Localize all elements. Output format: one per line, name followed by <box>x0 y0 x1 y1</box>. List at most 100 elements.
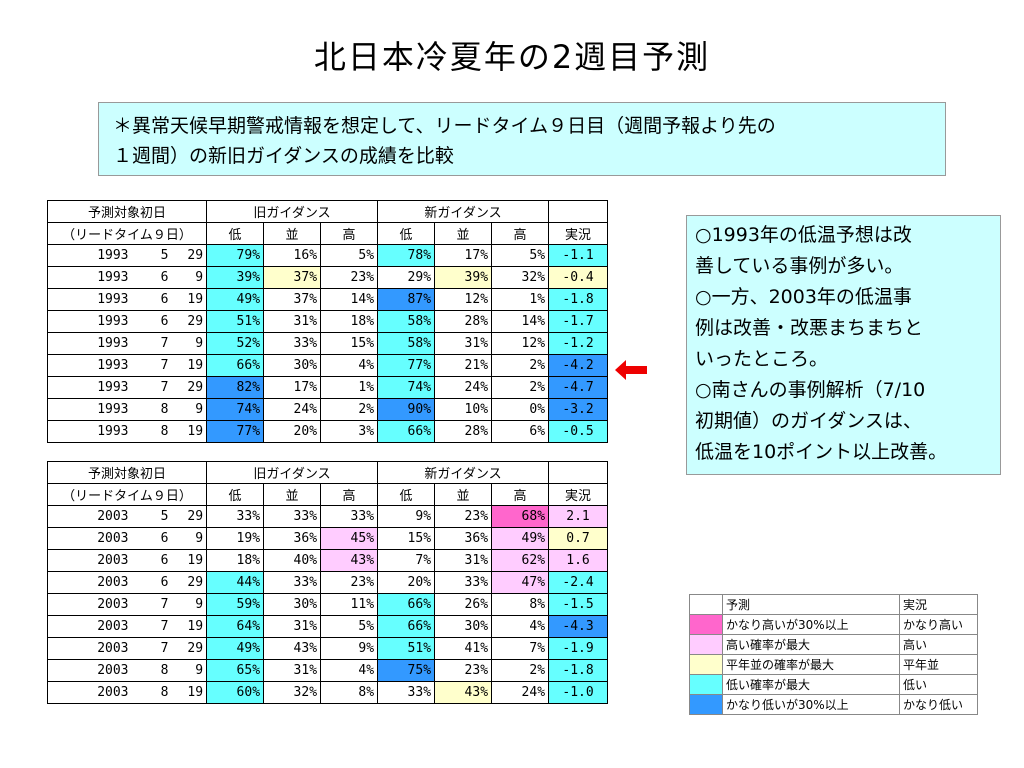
old-low-cell: 33% <box>206 505 265 528</box>
header-blank <box>548 200 609 223</box>
header-old-guidance: 旧ガイダンス <box>206 461 379 484</box>
day-cell: 29 <box>171 376 208 399</box>
header-target-date: 予測対象初日 <box>46 461 208 484</box>
new-high-cell: 2% <box>491 659 550 682</box>
old-low-cell: 60% <box>206 681 265 704</box>
month-cell: 8 <box>131 659 172 682</box>
legend-prediction: 低い確率が最大 <box>722 674 900 695</box>
new-low-cell: 51% <box>377 637 436 660</box>
month-cell: 8 <box>131 398 172 421</box>
month-cell: 8 <box>131 420 172 443</box>
new-normal-cell: 26% <box>434 593 493 616</box>
header-new-high: 高 <box>491 222 550 245</box>
new-low-cell: 33% <box>377 681 436 704</box>
new-low-cell: 90% <box>377 398 436 421</box>
observation-box: ○1993年の低温予想は改 善している事例が多い。 ○一方、2003年の低温事 … <box>686 215 1001 475</box>
old-high-cell: 23% <box>320 266 379 289</box>
observation-line: いったところ。 <box>695 348 829 370</box>
actual-cell: -1.1 <box>548 244 609 267</box>
new-normal-cell: 21% <box>434 354 493 377</box>
new-normal-cell: 12% <box>434 288 493 311</box>
old-high-cell: 1% <box>320 376 379 399</box>
actual-cell: -1.2 <box>548 332 609 355</box>
new-low-cell: 66% <box>377 615 436 638</box>
month-cell: 8 <box>131 681 172 704</box>
old-high-cell: 5% <box>320 615 379 638</box>
old-low-cell: 74% <box>206 398 265 421</box>
table-row: 2003 8 9 65% 31% 4% 75% 23% 2% -1.8 <box>47 659 609 682</box>
legend-swatch <box>689 654 723 675</box>
old-normal-cell: 40% <box>263 549 322 572</box>
legend-row: かなり低いが30%以上 かなり低い <box>689 694 978 715</box>
new-low-cell: 87% <box>377 288 436 311</box>
day-cell: 19 <box>171 420 208 443</box>
day-cell: 19 <box>171 615 208 638</box>
new-high-cell: 14% <box>491 310 550 333</box>
new-normal-cell: 17% <box>434 244 493 267</box>
month-cell: 7 <box>131 615 172 638</box>
header-old-high: 高 <box>320 483 379 506</box>
table-row: 2003 7 19 64% 31% 5% 66% 30% 4% -4.3 <box>47 615 609 638</box>
new-high-cell: 62% <box>491 549 550 572</box>
legend-actual: 高い <box>899 634 978 655</box>
old-high-cell: 4% <box>320 659 379 682</box>
year-cell: 2003 <box>47 659 132 682</box>
new-low-cell: 7% <box>377 549 436 572</box>
day-cell: 19 <box>171 288 208 311</box>
old-normal-cell: 31% <box>263 659 322 682</box>
header-actual: 実況 <box>548 483 609 506</box>
new-normal-cell: 10% <box>434 398 493 421</box>
table-row: 1993 5 29 79% 16% 5% 78% 17% 5% -1.1 <box>47 244 609 267</box>
new-low-cell: 58% <box>377 310 436 333</box>
legend-row: 低い確率が最大 低い <box>689 674 978 695</box>
legend-swatch <box>689 694 723 715</box>
year-cell: 1993 <box>47 266 132 289</box>
old-low-cell: 44% <box>206 571 265 594</box>
new-high-cell: 4% <box>491 615 550 638</box>
header-old-normal: 並 <box>263 222 322 245</box>
day-cell: 19 <box>171 549 208 572</box>
table-row: 1993 8 9 74% 24% 2% 90% 10% 0% -3.2 <box>47 398 609 421</box>
old-high-cell: 15% <box>320 332 379 355</box>
legend-swatch <box>689 614 723 635</box>
old-low-cell: 39% <box>206 266 265 289</box>
old-normal-cell: 30% <box>263 593 322 616</box>
new-high-cell: 1% <box>491 288 550 311</box>
year-cell: 1993 <box>47 376 132 399</box>
header-old-guidance: 旧ガイダンス <box>206 200 379 223</box>
month-cell: 7 <box>131 354 172 377</box>
new-normal-cell: 23% <box>434 505 493 528</box>
header-actual: 実況 <box>548 222 609 245</box>
header-blank <box>548 461 609 484</box>
header-new-guidance: 新ガイダンス <box>377 200 550 223</box>
day-cell: 9 <box>171 527 208 550</box>
year-cell: 2003 <box>47 637 132 660</box>
day-cell: 9 <box>171 659 208 682</box>
note-line-1: ＊異常天候早期警戒情報を想定して、リードタイム９日目（週間予報より先の <box>113 115 776 137</box>
legend-swatch-header <box>689 594 723 615</box>
observation-line: 低温を10ポイント以上改善。 <box>695 441 948 463</box>
legend-swatch <box>689 634 723 655</box>
legend-row: かなり高いが30%以上 かなり高い <box>689 614 978 635</box>
header-new-normal: 並 <box>434 483 493 506</box>
old-normal-cell: 36% <box>263 527 322 550</box>
legend-actual: 低い <box>899 674 978 695</box>
day-cell: 9 <box>171 398 208 421</box>
new-low-cell: 77% <box>377 354 436 377</box>
new-normal-cell: 43% <box>434 681 493 704</box>
new-high-cell: 0% <box>491 398 550 421</box>
month-cell: 6 <box>131 288 172 311</box>
table-row: 1993 6 29 51% 31% 18% 58% 28% 14% -1.7 <box>47 310 609 333</box>
new-normal-cell: 31% <box>434 332 493 355</box>
old-low-cell: 18% <box>206 549 265 572</box>
actual-cell: -3.2 <box>548 398 609 421</box>
old-low-cell: 19% <box>206 527 265 550</box>
table-row: 2003 8 19 60% 32% 8% 33% 43% 24% -1.0 <box>47 681 609 704</box>
new-normal-cell: 41% <box>434 637 493 660</box>
table-row: 2003 7 29 49% 43% 9% 51% 41% 7% -1.9 <box>47 637 609 660</box>
new-normal-cell: 39% <box>434 266 493 289</box>
year-cell: 2003 <box>47 681 132 704</box>
table-row: 1993 6 19 49% 37% 14% 87% 12% 1% -1.8 <box>47 288 609 311</box>
month-cell: 7 <box>131 332 172 355</box>
legend-prediction: かなり高いが30%以上 <box>722 614 900 635</box>
